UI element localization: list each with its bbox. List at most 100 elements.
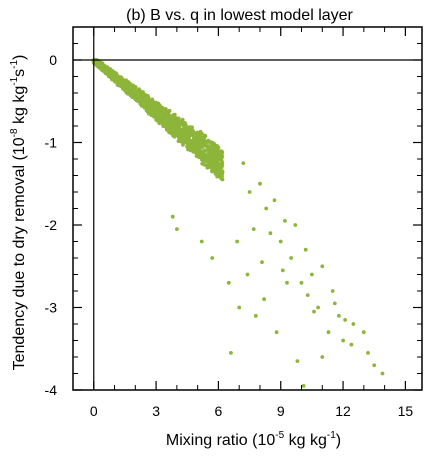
data-point (280, 268, 285, 273)
data-point (187, 133, 192, 138)
data-point (164, 121, 169, 125)
data-point (258, 181, 262, 186)
data-point (299, 280, 304, 285)
data-point (147, 107, 152, 112)
y-tick-label: -3 (45, 300, 58, 316)
data-point (310, 272, 314, 277)
chart-title: (b) B vs. q in lowest model layer (126, 7, 353, 24)
y-tick-label: -2 (45, 217, 58, 233)
data-point (178, 138, 183, 143)
x-tick-label: 6 (215, 403, 223, 419)
data-point (173, 124, 178, 129)
data-point (268, 231, 273, 236)
data-point (274, 330, 279, 335)
data-point (229, 351, 233, 355)
data-point (262, 297, 266, 302)
data-point (158, 118, 163, 123)
data-point (170, 214, 175, 219)
data-point (101, 64, 105, 69)
data-point (177, 133, 182, 138)
data-point (247, 190, 252, 194)
data-point (171, 127, 176, 131)
data-point (155, 103, 160, 107)
data-point (179, 129, 184, 134)
data-point (201, 153, 206, 158)
data-point (197, 144, 202, 148)
data-point (192, 142, 197, 147)
data-point (142, 104, 147, 109)
data-point (209, 152, 214, 157)
data-point (197, 147, 202, 152)
data-point (301, 384, 306, 388)
data-point (210, 169, 214, 174)
data-point (115, 79, 120, 84)
x-axis-label: Mixing ratio (10-5 kg kg-1) (166, 430, 341, 449)
data-point (285, 280, 289, 285)
data-point (158, 105, 163, 110)
data-point (172, 116, 177, 121)
data-point (194, 154, 199, 158)
data-point (326, 330, 331, 335)
data-point (253, 313, 258, 318)
data-point (209, 142, 214, 146)
data-point (128, 93, 133, 98)
data-point (143, 93, 148, 98)
data-point (177, 120, 182, 125)
data-point (209, 159, 214, 164)
data-point (220, 169, 225, 174)
data-point (111, 77, 116, 82)
data-point (380, 371, 385, 376)
data-point (111, 73, 115, 78)
data-point (343, 318, 347, 322)
x-tick-label: 3 (152, 403, 160, 419)
data-point (312, 309, 316, 314)
data-point (320, 264, 325, 269)
data-point (135, 93, 140, 98)
data-point (199, 239, 204, 244)
data-point (206, 138, 211, 143)
data-point (212, 148, 217, 152)
data-point (305, 293, 310, 297)
data-point (176, 128, 180, 133)
data-point (332, 301, 337, 306)
data-point (283, 219, 287, 223)
data-point (115, 82, 120, 87)
data-point (278, 239, 283, 244)
data-point (316, 305, 320, 310)
data-point (351, 322, 356, 326)
data-point (158, 113, 163, 117)
data-point (189, 144, 194, 148)
data-point (183, 137, 188, 142)
data-point (220, 150, 225, 155)
data-point (207, 145, 212, 150)
data-point (235, 239, 240, 244)
axes: 0 3 6 9 12 15 0 -1 -2 -3 -4 (45, 26, 423, 419)
data-point (330, 289, 335, 293)
data-point (209, 149, 214, 153)
data-point (202, 163, 207, 167)
data-point (237, 305, 242, 310)
data-point (361, 330, 366, 335)
data-point (197, 132, 202, 136)
data-point (191, 147, 196, 152)
data-point (131, 88, 136, 93)
data-point (156, 109, 160, 113)
data-point (241, 161, 246, 166)
x-tick-label: 15 (398, 403, 414, 419)
data-point (185, 141, 189, 146)
data-point (103, 69, 107, 74)
data-point (193, 145, 198, 150)
data-point (180, 135, 185, 140)
data-point (175, 227, 179, 232)
y-tick-label: -4 (45, 382, 58, 398)
data-point (217, 169, 222, 174)
data-point (202, 136, 207, 140)
data-point (260, 260, 264, 264)
data-point (213, 172, 218, 176)
data-point (205, 165, 210, 170)
data-point (366, 351, 370, 355)
data-point (219, 175, 224, 179)
data-point (183, 122, 188, 127)
data-point (372, 363, 377, 368)
